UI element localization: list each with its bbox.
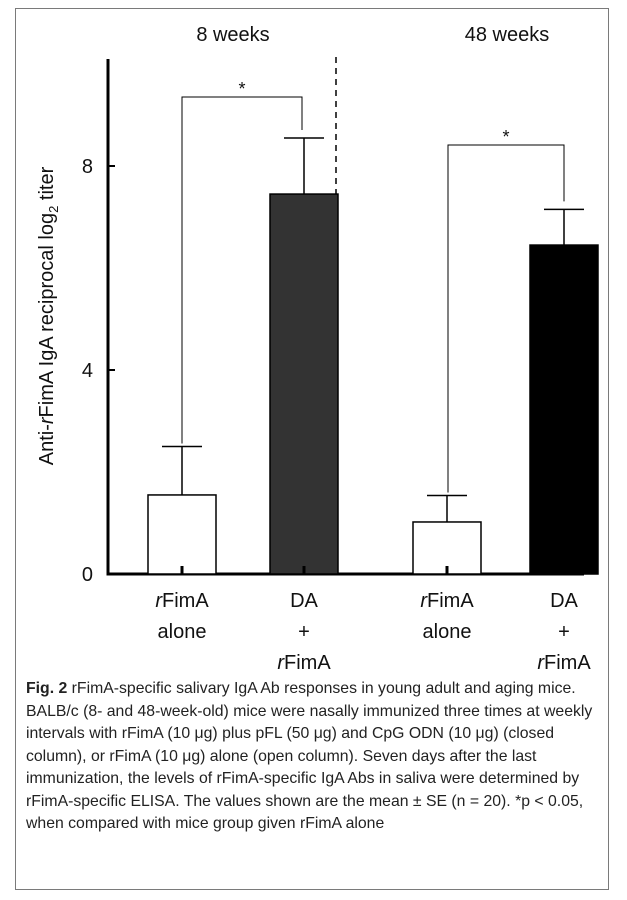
- category-label-line: +: [558, 621, 570, 643]
- category-label-line: rFimA: [155, 590, 209, 612]
- bar-chart: 048 rFimAaloneDA+rFimArFimAaloneDA+rFimA…: [36, 24, 599, 674]
- significance-marker: *: [238, 79, 245, 99]
- bar: [529, 244, 599, 575]
- group-labels: 8 weeks 48 weeks: [196, 24, 549, 46]
- category-label-line: rFimA: [537, 652, 591, 674]
- category-label-line: alone: [423, 621, 472, 643]
- y-axis-label: Anti-rFimA IgA reciprocal log2 titer: [36, 166, 61, 465]
- bars: [147, 137, 599, 575]
- category-label-line: rFimA: [420, 590, 474, 612]
- bar: [269, 193, 339, 575]
- y-tick-label: 8: [82, 156, 93, 178]
- category-label-line: DA: [290, 590, 318, 612]
- significance-bracket: [447, 144, 565, 493]
- significance-brackets: **: [181, 79, 565, 493]
- significance-bracket: [181, 96, 303, 444]
- category-labels: rFimA alone DA + rFimA rFimA alone DA + rFimA: [155, 590, 591, 674]
- category-label-line: +: [298, 621, 310, 643]
- significance-marker: *: [502, 127, 509, 147]
- bar: [147, 494, 217, 575]
- group-label: 48 weeks: [465, 24, 550, 46]
- category-label-line: rFimA: [277, 652, 331, 674]
- caption-text: rFimA-specific salivary IgA Ab responses…: [26, 680, 593, 832]
- y-tick-label: 0: [82, 564, 93, 586]
- figure-caption: Fig. 2 rFimA-specific salivary IgA Ab re…: [26, 678, 598, 836]
- caption-fig-label: Fig. 2: [26, 680, 68, 697]
- y-tick-label: 4: [82, 360, 93, 382]
- category-label-line: alone: [158, 621, 207, 643]
- category-label-line: DA: [550, 590, 578, 612]
- group-label: 8 weeks: [196, 24, 269, 46]
- y-ticks: 0 4 8: [82, 156, 115, 586]
